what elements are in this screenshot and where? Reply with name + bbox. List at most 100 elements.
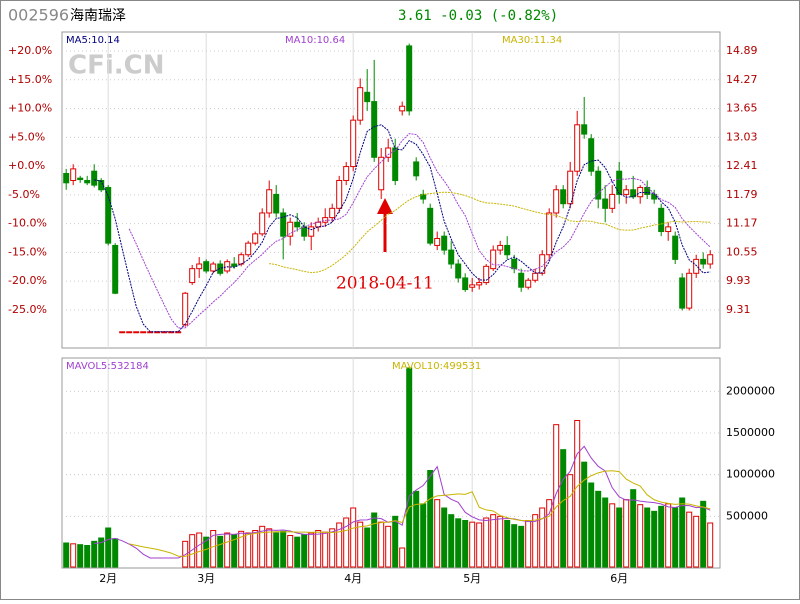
candle-body [497, 244, 504, 251]
volume-bar [707, 522, 714, 568]
volume-bar [399, 547, 406, 568]
volume-bar [672, 507, 679, 568]
volume-bar [630, 489, 637, 568]
volume-bar [378, 521, 385, 568]
candle-body [483, 265, 490, 284]
candle-body [581, 124, 588, 135]
volume-bar [364, 527, 371, 568]
y-tick-label: 13.03 [726, 130, 758, 143]
candle-body [392, 147, 399, 181]
y-tick-label: 2000000 [726, 384, 775, 397]
y2-tick-label: +20.0% [8, 44, 52, 57]
candle-body [357, 87, 364, 121]
candle-body [707, 254, 714, 265]
ma-line [129, 470, 711, 557]
volume-bar [196, 532, 203, 568]
volume-bar [665, 503, 672, 568]
candle-body [231, 263, 238, 267]
candle-body [287, 221, 294, 237]
volume-bar [434, 499, 441, 568]
y-tick-label: 1500000 [726, 426, 775, 439]
volume-bar [441, 507, 448, 568]
volume-bar [574, 420, 581, 568]
ma-label: MA5:10.14 [66, 35, 120, 46]
candle-body [308, 226, 315, 237]
candle-body [259, 212, 266, 235]
candle-body [560, 189, 567, 205]
candle-body [280, 212, 287, 237]
candle-body [476, 282, 483, 286]
stock-name: 海南瑞泽 [70, 8, 126, 24]
candle-body [455, 263, 462, 279]
candle-body [686, 272, 693, 309]
volume-bar [84, 545, 91, 568]
ma-label: MA10:10.64 [285, 35, 345, 46]
candle-body [700, 258, 707, 265]
ma-label: MA30:11.34 [502, 35, 562, 46]
volume-bar [567, 474, 574, 568]
candle-body [693, 258, 700, 274]
candle-body [315, 221, 322, 228]
volume-bar [91, 540, 98, 568]
candle-body [91, 170, 98, 186]
volume-bar [609, 503, 616, 568]
candle-body [616, 170, 623, 195]
y2-tick-label: -15.0% [8, 245, 47, 258]
candle-body [427, 207, 434, 244]
x-tick-label: 3月 [197, 572, 215, 585]
x-tick-label: 6月 [610, 572, 628, 585]
ma-label: MAVOL10:499531 [392, 361, 481, 372]
candle-body [525, 279, 532, 288]
candle-body [602, 198, 609, 209]
candle-body [378, 156, 385, 191]
candle-body [588, 138, 595, 172]
candle-body [189, 268, 196, 284]
volume-pane [61, 357, 721, 569]
ma-line [94, 124, 711, 333]
ma-line [94, 445, 711, 559]
volume-bar [448, 514, 455, 568]
ma-label: MAVOL5:532184 [66, 361, 149, 372]
volume-bar [427, 470, 434, 568]
volume-bar [483, 517, 490, 568]
y-tick-label: 500000 [726, 509, 768, 522]
candle-body [609, 193, 616, 209]
candle-body [406, 45, 413, 112]
candle-body [350, 119, 357, 168]
volume-bar [651, 510, 658, 568]
volume-bar [329, 528, 336, 568]
candle-body [413, 161, 420, 177]
volume-bar [616, 507, 623, 568]
volume-bar [560, 449, 567, 568]
candle-body [672, 235, 679, 260]
volume-bar [462, 520, 469, 568]
volume-bar [308, 532, 315, 568]
candle-body [553, 189, 560, 214]
candle-body [119, 331, 126, 334]
y-tick-label: 1000000 [726, 468, 775, 481]
volume-bar [224, 532, 231, 568]
y2-tick-label: +15.0% [8, 73, 52, 86]
candle-body [546, 212, 553, 256]
volume-bar [287, 535, 294, 568]
volume-bar [490, 514, 497, 568]
volume-bar [518, 525, 525, 568]
candle-body [574, 124, 581, 172]
candle-body [140, 331, 147, 334]
volume-bar [98, 537, 105, 568]
volume-bar [322, 531, 329, 568]
volume-bar [658, 505, 665, 568]
ma-line [128, 133, 711, 329]
ma-line [269, 191, 711, 274]
candle-body [371, 101, 378, 158]
volume-bar [623, 499, 630, 568]
volume-bar [588, 482, 595, 568]
volume-bar [301, 534, 308, 568]
volume-bar [525, 520, 532, 568]
y2-tick-label: +10.0% [8, 102, 52, 115]
volume-bar [413, 490, 420, 568]
candle-body [490, 249, 497, 270]
candle-body [105, 186, 112, 244]
volume-bar [406, 367, 413, 568]
